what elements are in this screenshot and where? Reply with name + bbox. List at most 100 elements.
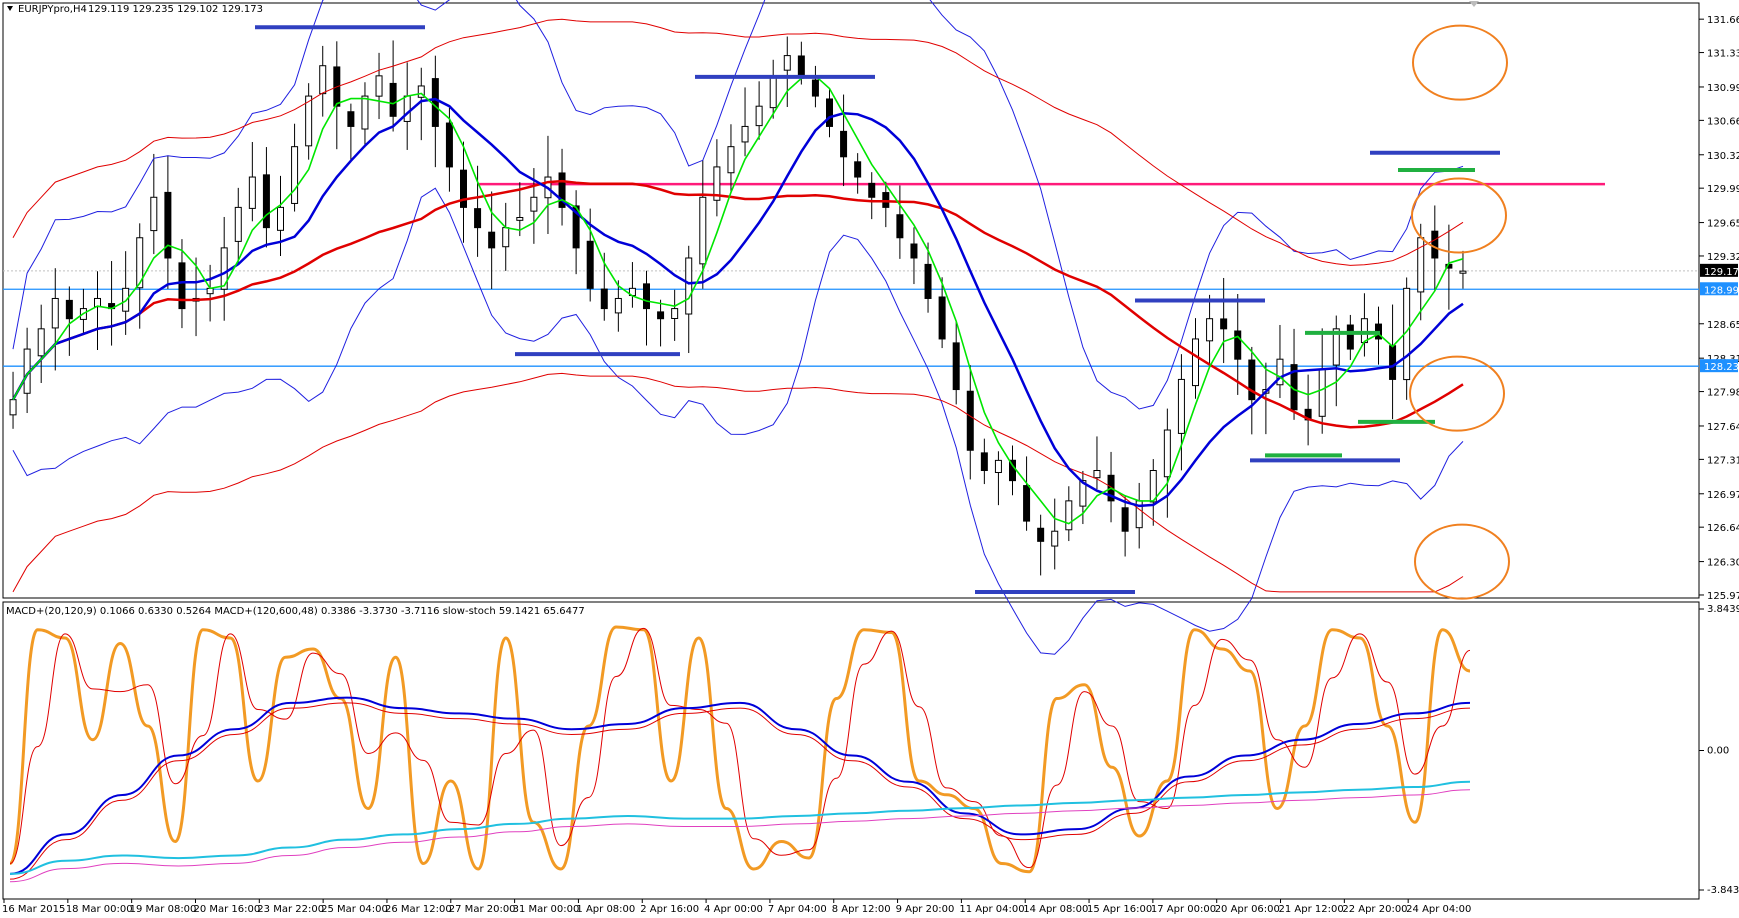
bear-candle[interactable] xyxy=(347,111,355,127)
bull-candle[interactable] xyxy=(516,217,524,221)
bear-candle[interactable] xyxy=(572,205,580,249)
bear-candle[interactable] xyxy=(1037,527,1045,542)
bull-candle[interactable] xyxy=(1079,480,1087,507)
bull-candle[interactable] xyxy=(319,65,327,95)
annotation-circle[interactable] xyxy=(1409,355,1505,432)
bull-candle[interactable] xyxy=(1332,328,1340,366)
bull-candle[interactable] xyxy=(305,95,313,147)
bull-candle[interactable] xyxy=(727,146,735,174)
ma-slow-line[interactable] xyxy=(11,179,1464,429)
bear-candle[interactable] xyxy=(952,342,960,391)
bear-candle[interactable] xyxy=(924,263,932,299)
bull-candle[interactable] xyxy=(291,146,299,204)
bear-candle[interactable] xyxy=(262,174,270,229)
bull-candle[interactable] xyxy=(741,125,749,143)
bull-candle[interactable] xyxy=(502,227,510,248)
bear-candle[interactable] xyxy=(966,390,974,451)
bull-candle[interactable] xyxy=(671,308,679,319)
bear-candle[interactable] xyxy=(826,98,833,127)
bull-candle[interactable] xyxy=(685,257,693,315)
bear-candle[interactable] xyxy=(643,283,650,310)
bull-candle[interactable] xyxy=(403,95,411,122)
bull-candle[interactable] xyxy=(375,75,383,97)
bull-candle[interactable] xyxy=(614,297,622,314)
bear-candle[interactable] xyxy=(1389,345,1397,380)
bear-candle[interactable] xyxy=(657,311,665,320)
bear-candle[interactable] xyxy=(164,191,172,259)
bear-candle[interactable] xyxy=(938,296,946,340)
bear-candle[interactable] xyxy=(389,82,397,117)
bull-candle[interactable] xyxy=(150,196,158,232)
bear-candle[interactable] xyxy=(488,231,496,249)
bull-candle[interactable] xyxy=(1360,318,1368,344)
bear-candle[interactable] xyxy=(445,122,453,168)
bull-candle[interactable] xyxy=(713,166,721,201)
dropdown-arrow-icon[interactable] xyxy=(7,6,13,11)
bull-candle[interactable] xyxy=(783,55,791,71)
bear-candle[interactable] xyxy=(1431,230,1439,259)
stoch-main-line[interactable] xyxy=(8,625,1471,874)
bull-candle[interactable] xyxy=(1318,368,1326,417)
bear-candle[interactable] xyxy=(600,288,608,310)
bull-candle[interactable] xyxy=(37,328,45,357)
ma-mid-line[interactable] xyxy=(11,97,1464,508)
bull-candle[interactable] xyxy=(769,75,777,109)
main-chart-area[interactable] xyxy=(2,2,1700,599)
indicator-panel[interactable] xyxy=(2,601,1700,900)
bull-candle[interactable] xyxy=(51,297,59,329)
bear-candle[interactable] xyxy=(811,79,819,97)
bull-candle[interactable] xyxy=(699,196,707,265)
bear-candle[interactable] xyxy=(797,55,805,77)
bear-candle[interactable] xyxy=(65,299,73,320)
bear-candle[interactable] xyxy=(1023,485,1031,522)
annotation-circle[interactable] xyxy=(1411,177,1507,254)
bear-candle[interactable] xyxy=(1346,324,1354,350)
bear-candle[interactable] xyxy=(474,208,482,229)
bear-candle[interactable] xyxy=(586,240,594,289)
bull-candle[interactable] xyxy=(1459,270,1467,274)
bear-candle[interactable] xyxy=(868,182,876,198)
bear-candle[interactable] xyxy=(854,161,862,178)
bull-candle[interactable] xyxy=(994,459,1002,474)
bear-candle[interactable] xyxy=(1220,318,1228,330)
bear-candle[interactable] xyxy=(896,214,904,239)
bull-candle[interactable] xyxy=(1276,358,1284,386)
bear-candle[interactable] xyxy=(1121,507,1129,532)
bull-candle[interactable] xyxy=(530,196,538,212)
bear-candle[interactable] xyxy=(980,452,988,472)
bear-candle[interactable] xyxy=(558,172,566,208)
macd-fast-main-line[interactable] xyxy=(9,696,1471,875)
chart-shift-marker-icon[interactable] xyxy=(1469,1,1479,7)
bull-candle[interactable] xyxy=(755,105,763,127)
bull-candle[interactable] xyxy=(277,206,284,231)
bull-candle[interactable] xyxy=(136,237,144,289)
bear-candle[interactable] xyxy=(431,78,439,127)
bull-candle[interactable] xyxy=(9,399,17,416)
bull-candle[interactable] xyxy=(248,176,256,209)
bull-candle[interactable] xyxy=(1206,318,1214,342)
bull-candle[interactable] xyxy=(1051,530,1059,547)
bull-candle[interactable] xyxy=(1065,500,1073,531)
annotation-circle[interactable] xyxy=(1414,523,1510,600)
bull-candle[interactable] xyxy=(122,287,130,312)
bull-candle[interactable] xyxy=(1093,470,1101,479)
ma-fast-line[interactable] xyxy=(12,74,1464,525)
annotation-circle[interactable] xyxy=(1412,24,1508,101)
bull-candle[interactable] xyxy=(1163,429,1171,478)
bear-candle[interactable] xyxy=(910,243,918,259)
bull-candle[interactable] xyxy=(1177,378,1185,434)
macd-slow-main-line[interactable] xyxy=(9,780,1471,875)
bear-candle[interactable] xyxy=(178,262,186,310)
bull-candle[interactable] xyxy=(234,206,242,242)
bear-candle[interactable] xyxy=(460,169,467,208)
bear-candle[interactable] xyxy=(1234,330,1242,360)
bear-candle[interactable] xyxy=(840,130,848,158)
bull-candle[interactable] xyxy=(1192,338,1199,387)
bull-candle[interactable] xyxy=(417,85,425,98)
bear-candle[interactable] xyxy=(1248,359,1256,401)
bear-candle[interactable] xyxy=(882,192,890,208)
bull-candle[interactable] xyxy=(1149,470,1157,503)
bull-candle[interactable] xyxy=(361,95,369,130)
bull-candle[interactable] xyxy=(220,247,228,290)
